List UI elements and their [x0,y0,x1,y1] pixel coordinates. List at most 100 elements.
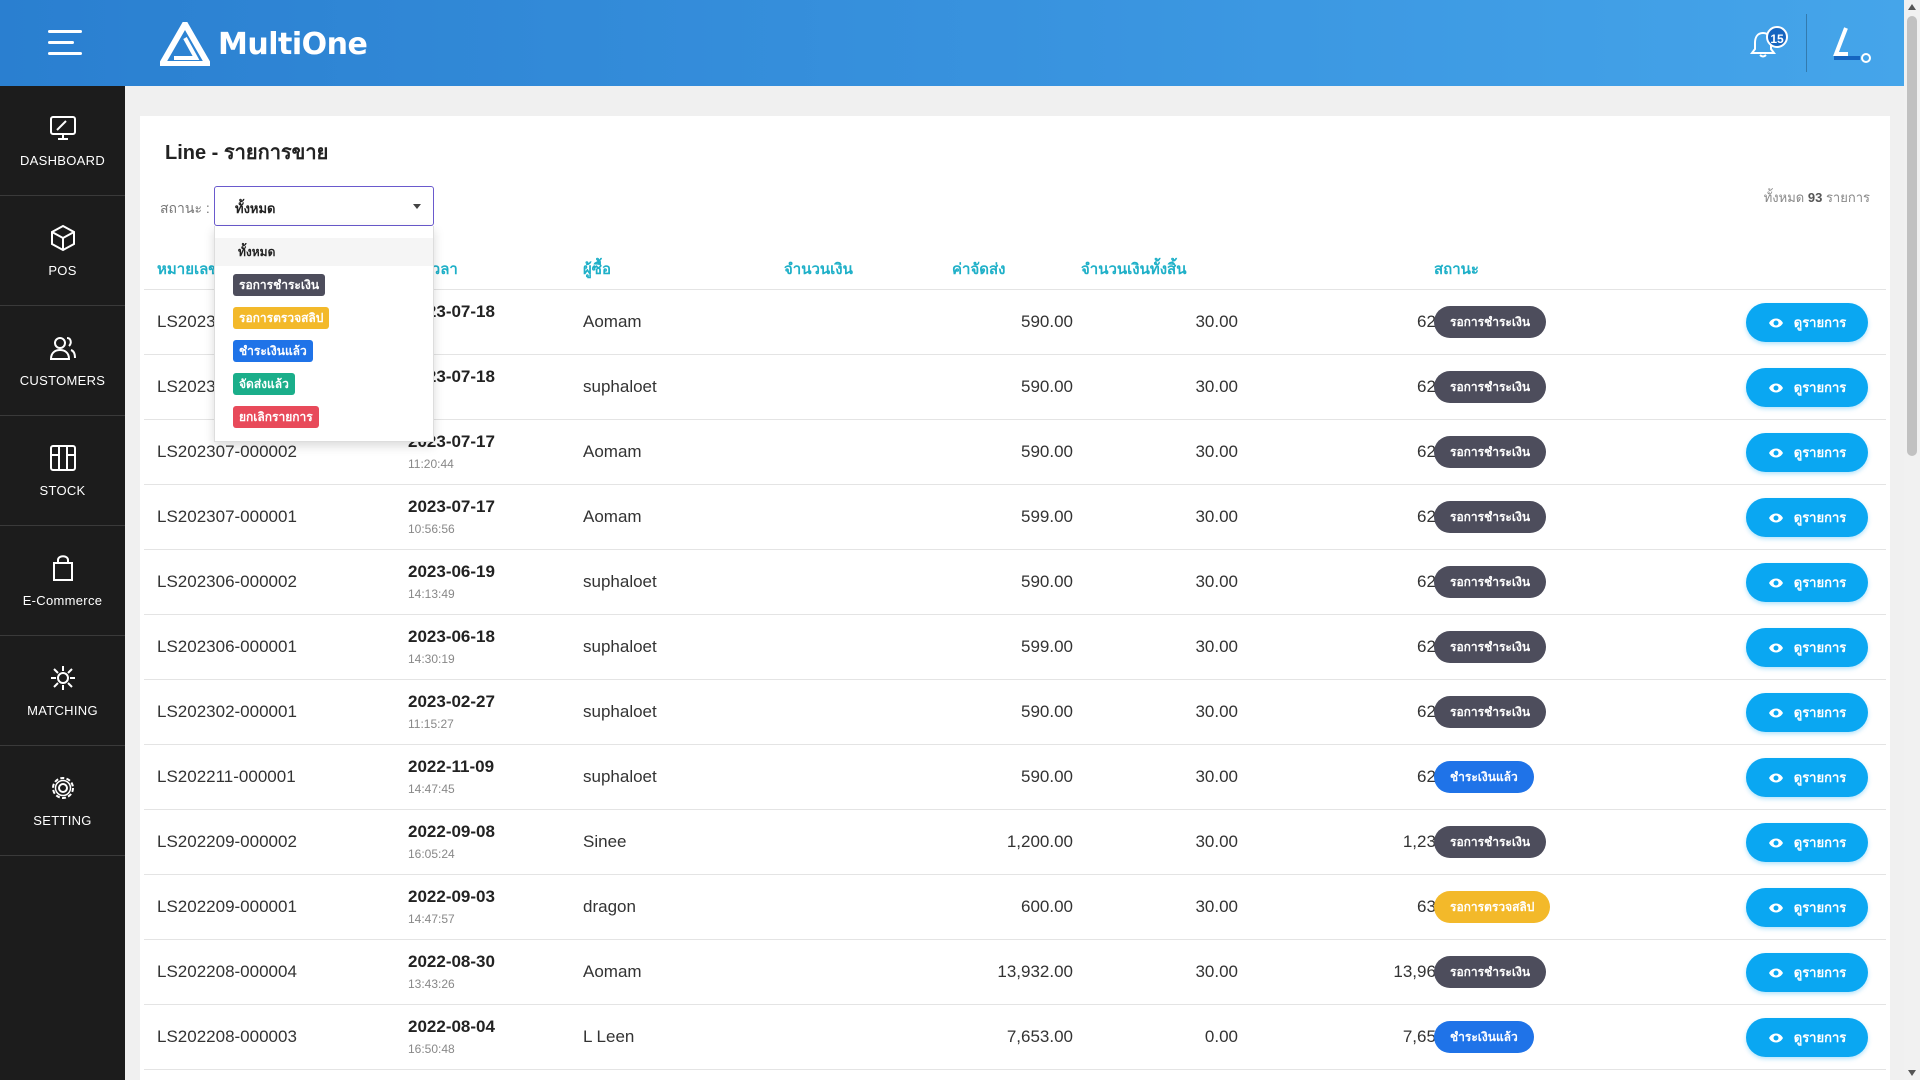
status-option-paid[interactable]: ชำระเงินแล้ว [233,340,313,362]
sidebar-item-setting[interactable]: SETTING [0,746,125,856]
total-count: ทั้งหมด 93 รายการ [1764,187,1870,208]
total-prefix: ทั้งหมด [1763,190,1805,205]
status-option-check-slip[interactable]: รอการตรวจสลิป [233,307,330,329]
buyer-name: suphaloet [583,377,657,396]
order-amount: 7,653.00 [1006,1027,1073,1046]
view-order-label: ดูรายการ [1793,315,1847,330]
buyer-name: dragon [583,897,636,916]
column-status[interactable]: สถานะ [1434,261,1479,278]
status-option-pending[interactable]: รอการชำระเงิน [233,274,326,296]
status-option-shipped[interactable]: จัดส่งแล้ว [233,373,295,395]
status-badge: รอการชำระเงิน [1434,501,1547,533]
order-time: 14:47:45 [408,782,455,796]
order-number: LS202307-000001 [157,507,297,526]
shipping-fee: 30.00 [1195,962,1238,981]
order-number: LS202208-000003 [157,1027,297,1046]
order-time: 13:43:26 [408,977,455,991]
header-divider [1806,14,1807,72]
column-amount[interactable]: จำนวนเงิน [784,261,853,278]
order-date: 2023-06-18 [408,627,495,646]
view-order-button[interactable]: ดูรายการ [1746,303,1868,342]
buyer-name: suphaloet [583,702,657,721]
buyer-name: L Leen [583,1027,635,1046]
view-order-button[interactable]: ดูรายการ [1746,498,1868,537]
table-row: LS202307-000001 2023-07-17 10:56:56 Aomam 59… [144,485,1886,550]
user-profile-icon[interactable] [1830,24,1874,66]
view-order-button[interactable]: ดูรายการ [1746,628,1868,667]
column-order-number[interactable]: หมายเลข [157,261,219,278]
view-order-button[interactable]: ดูรายการ [1746,888,1868,927]
order-amount: 1,200.00 [1006,832,1073,851]
view-order-button[interactable]: ดูรายการ [1746,563,1868,602]
shipping-fee: 30.00 [1195,312,1238,331]
view-order-label: ดูรายการ [1793,1030,1847,1045]
total-count-value: 93 [1807,190,1823,205]
view-order-button[interactable]: ดูรายการ [1746,758,1868,797]
order-date: 2022-08-30 [408,952,495,971]
page-scrollbar[interactable] [1904,0,1920,1080]
menu-toggle-icon[interactable] [48,28,82,58]
shipping-fee: 30.00 [1195,767,1238,786]
view-order-button[interactable]: ดูรายการ [1746,693,1868,732]
sidebar-item-pos[interactable]: POS [0,196,125,306]
notification-bell-icon[interactable]: 15 [1750,26,1788,60]
status-badge: ชำระเงินแล้ว [1434,761,1534,793]
status-option-all[interactable]: ทั้งหมด [215,238,433,266]
app-logo[interactable]: MultiOne [160,20,368,68]
column-shipping[interactable]: ค่าจัดส่ง [952,261,1006,278]
dashboard-icon [49,116,76,140]
sidebar-item-matching[interactable]: MATCHING [0,636,125,746]
table-row: LS202208-000003 2022-08-04 16:50:48 L Leen 7… [144,1005,1886,1070]
scroll-thumb[interactable] [1907,16,1917,456]
view-order-label: ดูรายการ [1793,445,1847,460]
order-amount: 590.00 [1021,312,1073,331]
box-icon [50,224,75,252]
view-order-label: ดูรายการ [1793,835,1847,850]
status-filter-label: สถานะ : [160,200,210,216]
order-number: LS2023 [157,312,216,331]
notification-count-badge: 15 [1766,26,1788,48]
users-icon [49,337,76,360]
buyer-name: suphaloet [583,767,657,786]
table-row: LS202209-000001 2022-09-03 14:47:57 dragon 6… [144,875,1886,940]
sidebar-item-label: DASHBOARD [19,153,106,168]
shipping-fee: 30.00 [1195,507,1238,526]
order-date: 2022-09-03 [408,887,495,906]
column-total[interactable]: จำนวนเงินทั้งสิ้น [1081,261,1187,278]
sidebar-item-stock[interactable]: STOCK [0,416,125,526]
order-number: LS2023 [157,377,216,396]
status-dropdown-menu: ทั้งหมด รอการชำระเงิน รอการตรวจสลิป ชำระ… [214,226,434,442]
sidebar-item-ecommerce[interactable]: E-Commerce [0,526,125,636]
status-badge: รอการชำระเงิน [1434,826,1547,858]
top-header: MultiOne 15 [0,0,1904,86]
view-order-button[interactable]: ดูรายการ [1746,953,1868,992]
sidebar-item-customers[interactable]: CUSTOMERS [0,306,125,416]
shipping-fee: 30.00 [1195,572,1238,591]
order-date: 2023-06-19 [408,562,495,581]
scroll-down-arrow-icon[interactable] [1908,1070,1916,1076]
status-option-cancelled[interactable]: ยกเลิกรายการ [233,406,319,428]
order-amount: 590.00 [1021,377,1073,396]
shipping-fee: 30.00 [1195,702,1238,721]
view-order-button[interactable]: ดูรายการ [1746,823,1868,862]
column-buyer[interactable]: ผู้ซื้อ [583,261,611,278]
view-order-label: ดูรายการ [1793,900,1847,915]
view-order-label: ดูรายการ [1793,640,1847,655]
view-order-label: ดูรายการ [1793,510,1847,525]
view-order-label: ดูรายการ [1793,965,1847,980]
buyer-name: suphaloet [583,572,657,591]
order-date: 2023-07-17 [408,497,495,516]
status-filter-value: ทั้งหมด [235,201,276,216]
sidebar-item-dashboard[interactable]: DASHBOARD [0,86,125,196]
order-date: 2022-11-09 [408,757,495,776]
view-order-button[interactable]: ดูรายการ [1746,433,1868,472]
buyer-name: Aomam [583,507,642,526]
scroll-up-arrow-icon[interactable] [1908,4,1916,10]
sidebar-item-label: CUSTOMERS [19,373,106,388]
status-filter-select[interactable]: ทั้งหมด [214,186,434,226]
view-order-button[interactable]: ดูรายการ [1746,368,1868,407]
eye-icon [1768,513,1783,522]
status-badge: รอการชำระเงิน [1434,306,1547,338]
table-row: LS202211-000001 2022-11-09 14:47:45 suphalo… [144,745,1886,810]
view-order-button[interactable]: ดูรายการ [1746,1018,1868,1057]
